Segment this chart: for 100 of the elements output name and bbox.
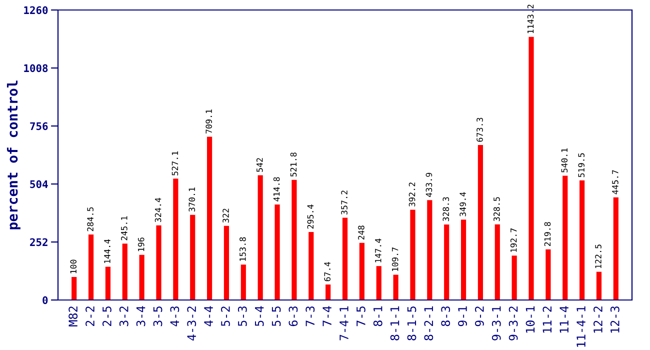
x-tick-label: 8-3: [441, 306, 450, 326]
x-tick-label: 9-3-1: [492, 306, 501, 340]
x-tick-label: 11-4: [560, 306, 568, 333]
bar: [494, 224, 500, 300]
bar: [190, 214, 196, 300]
x-tick-label: 7-3: [306, 306, 315, 326]
data-label: 414.8: [273, 177, 280, 202]
x-tick-label: 9-2: [474, 306, 484, 326]
x-tick-label: 12-2: [594, 306, 602, 333]
x-tick-label: 4-3: [170, 306, 180, 326]
bar: [105, 266, 110, 300]
data-label: 122.5: [595, 244, 602, 268]
data-label: 433.9: [426, 172, 432, 197]
x-tick-label: 5-2: [221, 306, 230, 326]
x-tick-label: 5-3: [238, 306, 247, 326]
bar: [580, 180, 585, 300]
data-label: 519.5: [578, 153, 584, 178]
y-tick-label: 252: [30, 238, 48, 246]
x-tick-label: 12-3: [610, 306, 620, 333]
bar: [156, 225, 162, 300]
x-tick-label: 6-3: [288, 306, 298, 326]
bar: [342, 218, 348, 300]
data-label: 1143.2: [527, 4, 534, 34]
data-label: 284.5: [87, 207, 94, 232]
bar: [427, 200, 432, 300]
x-tick-label: 9-1: [458, 306, 467, 326]
bar: [596, 272, 602, 300]
data-label: 540.1: [561, 148, 568, 172]
data-label: 245.1: [121, 216, 128, 240]
data-label: 521.8: [290, 152, 297, 177]
bar: [478, 145, 483, 300]
data-label: 248: [358, 226, 364, 240]
data-label: 322: [222, 208, 229, 223]
bar: [292, 180, 297, 300]
bar: [359, 242, 364, 300]
x-tick-label: 2-2: [86, 306, 94, 326]
bar: [393, 274, 398, 300]
bar: [562, 176, 568, 300]
data-label: 153.8: [240, 237, 246, 261]
bar: [528, 36, 534, 300]
data-label: 673.3: [476, 118, 483, 142]
data-label: 324.4: [154, 198, 162, 222]
x-tick-label: 5-4: [255, 306, 264, 326]
data-label: 357.2: [341, 190, 348, 214]
x-tick-label: 3-5: [153, 306, 162, 326]
bar: [207, 136, 212, 300]
data-label: 527.1: [172, 151, 178, 176]
bar: [546, 249, 551, 300]
x-tick-label: 11-4-1: [576, 306, 586, 347]
bar: [326, 284, 331, 300]
bar: [308, 232, 314, 300]
y-tick-label: 1260: [24, 6, 48, 14]
x-tick-label: M82: [68, 306, 78, 326]
y-tick-label: 756: [30, 122, 48, 130]
bar: [224, 226, 230, 300]
x-tick-label: 4-3-2: [187, 306, 196, 341]
data-label: 349.4: [460, 192, 466, 216]
bar: [444, 224, 450, 300]
x-tick-label: 8-2-1: [424, 306, 434, 340]
bar: [240, 264, 246, 300]
data-label: 196: [138, 238, 144, 252]
x-tick-label: 2-5: [102, 306, 112, 326]
bar: [72, 276, 77, 300]
x-tick-label: 3-4: [136, 306, 146, 326]
bar: [512, 256, 517, 300]
data-label: 542: [256, 158, 263, 172]
data-label: 219.8: [544, 222, 551, 246]
data-label: 295.4: [307, 204, 314, 229]
x-tick-label: 11-2: [542, 306, 552, 333]
x-tick-label: 3-2: [119, 306, 128, 326]
x-tick-label: 7-4-1: [340, 306, 348, 340]
x-tick-label: 5-5: [272, 306, 281, 326]
y-tick-label: 504: [30, 180, 48, 188]
bar: [410, 210, 416, 300]
bar: [376, 266, 382, 300]
data-label: 445.7: [612, 170, 618, 194]
data-label: 67.4: [324, 262, 331, 282]
data-label: 370.1: [188, 188, 196, 212]
data-label: 709.1: [206, 110, 212, 134]
data-label: 147.4: [375, 238, 382, 262]
x-tick-label: 9-3-2: [508, 306, 518, 340]
data-label: 109.7: [392, 248, 398, 271]
data-label: 328.3: [442, 197, 450, 222]
y-tick-label: 0: [42, 296, 48, 304]
x-tick-label: 10-1: [526, 306, 535, 333]
y-tick-label: 1008: [24, 64, 48, 72]
x-tick-label: 8-1-1: [390, 306, 400, 340]
data-label: 392.2: [408, 182, 416, 206]
x-tick-label: 8-1-5: [407, 306, 416, 340]
bar: [139, 254, 144, 300]
y-axis-title: percent of control: [6, 80, 20, 230]
bar: [613, 197, 618, 300]
bar: [274, 204, 280, 300]
x-tick-label: 8-1: [373, 306, 382, 326]
bar: [460, 220, 466, 300]
data-label: 144.4: [104, 239, 110, 263]
data-label: 100: [70, 260, 77, 274]
x-tick-label: 7-5: [356, 306, 366, 326]
data-label: 328.5: [494, 197, 500, 222]
bar: [173, 178, 178, 300]
